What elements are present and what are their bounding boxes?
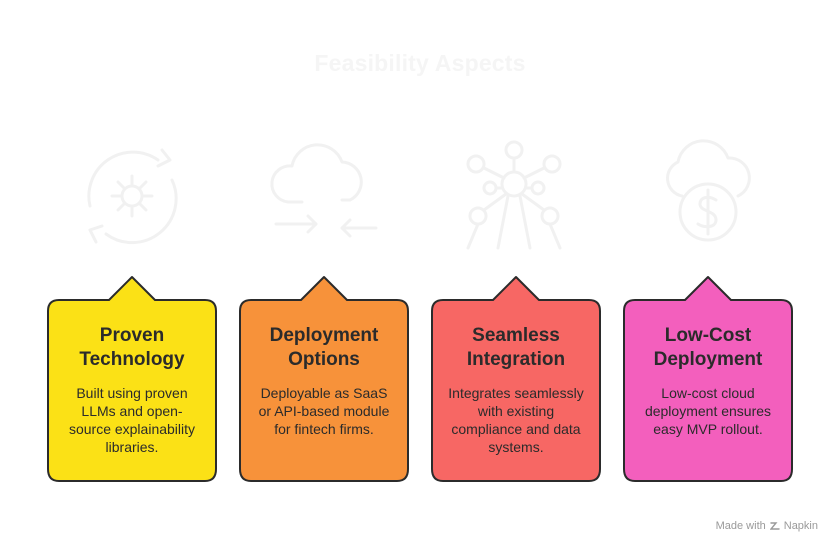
card-title: Proven Technology: [79, 325, 185, 370]
card-description: Built using proven LLMs and open-source …: [68, 385, 196, 455]
card-seamless-integration: Seamless Integration Integrates seamless…: [431, 276, 601, 482]
card-description: Deployable as SaaS or API-based module f…: [258, 385, 390, 437]
cloud-dollar-icon: [648, 134, 768, 254]
card-description: Integrates seamlessly with existing comp…: [448, 385, 584, 455]
card-deployment-options: Deployment Options Deployable as SaaS or…: [239, 276, 409, 482]
card-shape: [239, 276, 409, 482]
card-title: Low-Cost Deployment: [653, 325, 763, 370]
card-description: Low-cost cloud deployment ensures easy M…: [644, 385, 772, 437]
card-title: Deployment Options: [269, 325, 379, 370]
card-shape: [623, 276, 793, 482]
footer-text: Made with: [715, 520, 766, 532]
napkin-logo-icon: [769, 521, 780, 531]
cloud-transfer-icon: [262, 134, 382, 254]
card-title: Seamless Integration: [466, 325, 566, 370]
footer-brand: Napkin: [783, 520, 818, 532]
page-title: Feasibility Aspects: [314, 50, 526, 76]
made-with-napkin-badge[interactable]: Made with Napkin: [716, 520, 818, 532]
card-proven-technology: Proven Technology Built using proven LLM…: [47, 276, 217, 482]
card-shape: [431, 276, 601, 482]
gear-cycle-icon: [72, 134, 192, 254]
card-shape: [47, 276, 217, 482]
network-nodes-icon: [454, 134, 574, 254]
card-low-cost-deployment: Low-Cost Deployment Low-cost cloud deplo…: [623, 276, 793, 482]
